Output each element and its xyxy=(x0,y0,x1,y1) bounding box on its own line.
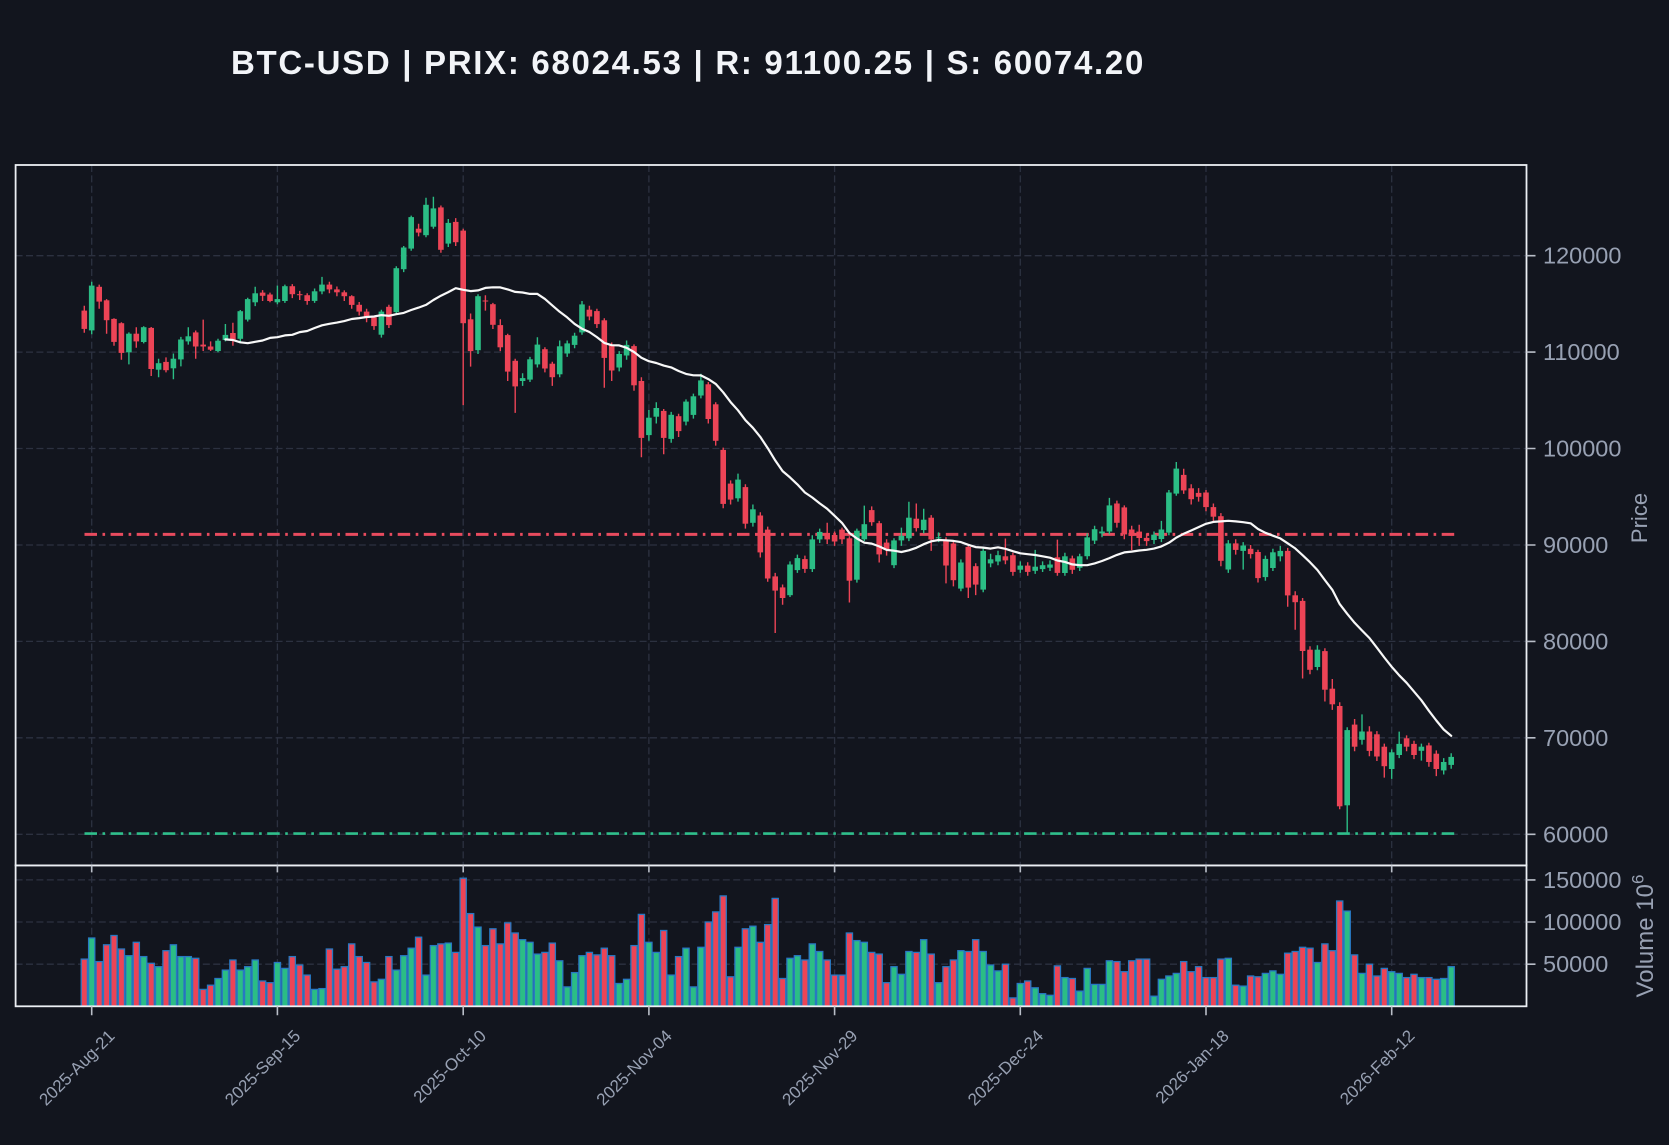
svg-text:150000: 150000 xyxy=(1543,867,1621,893)
svg-text:50000: 50000 xyxy=(1543,951,1608,977)
svg-text:90000: 90000 xyxy=(1543,532,1608,558)
svg-text:120000: 120000 xyxy=(1543,243,1621,269)
svg-text:100000: 100000 xyxy=(1543,909,1621,935)
svg-text:70000: 70000 xyxy=(1543,725,1608,751)
svg-text:BTC-USD | PRIX: 68024.53 | R:: BTC-USD | PRIX: 68024.53 | R: 91100.25 |… xyxy=(231,44,1145,81)
svg-text:Volume 106: Volume 106 xyxy=(1629,875,1660,998)
svg-text:80000: 80000 xyxy=(1543,628,1608,654)
svg-text:100000: 100000 xyxy=(1543,436,1621,462)
svg-text:Price: Price xyxy=(1627,493,1652,543)
svg-text:110000: 110000 xyxy=(1543,339,1620,365)
svg-text:60000: 60000 xyxy=(1543,821,1608,847)
